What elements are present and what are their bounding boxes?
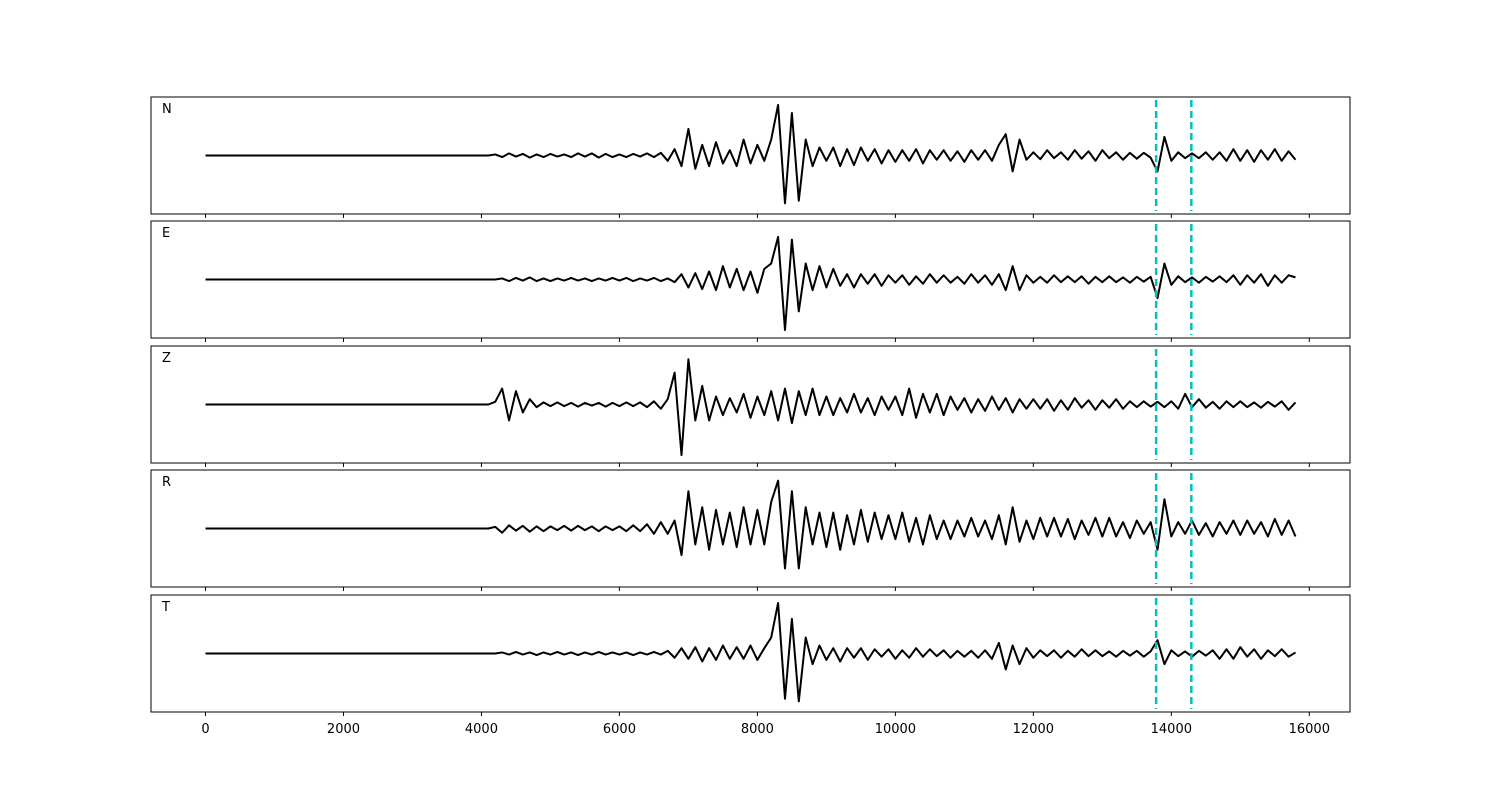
x-tick-label: 4000 [465,722,498,737]
trace-line [205,601,1297,703]
panel-label: R [162,475,171,490]
panel-label: T [161,600,170,615]
trace-line [205,103,1297,205]
trace-line [205,479,1297,570]
x-tick-label: 0 [201,722,209,737]
x-tick-label: 12000 [1013,722,1054,737]
trace-line [205,235,1296,332]
panel-label: N [162,102,172,117]
panel-frame [150,345,1351,464]
x-tick-label: 6000 [603,722,636,737]
x-tick-label: 10000 [875,722,916,737]
x-tick-label: 14000 [1151,722,1192,737]
panel-frame [150,220,1351,339]
panel-frame [150,594,1351,713]
panel-label: Z [162,351,171,366]
panel-frame [150,96,1351,215]
x-tick-label: 16000 [1289,722,1330,737]
x-tick-label: 2000 [327,722,360,737]
trace-line [205,358,1297,457]
panel-frame [150,469,1351,588]
panel-label: E [162,226,170,241]
x-tick-label: 8000 [741,722,774,737]
